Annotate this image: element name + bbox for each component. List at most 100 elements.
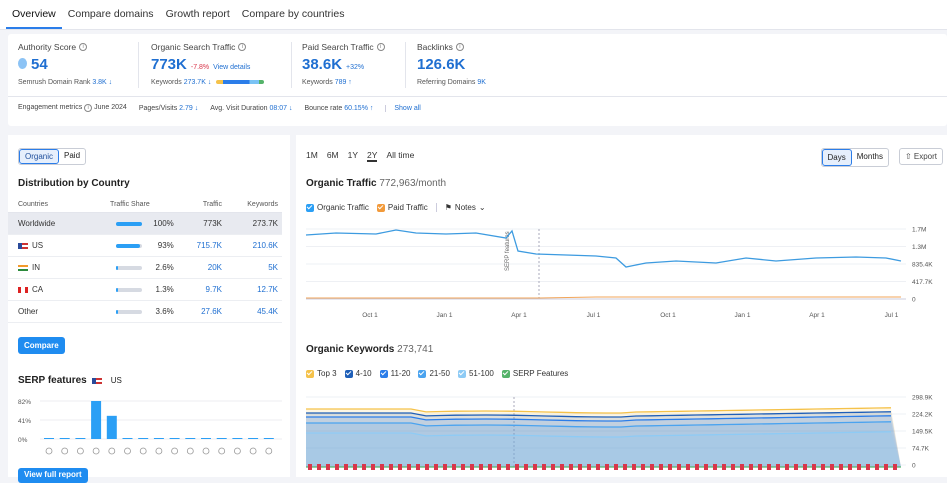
tab-compare-countries[interactable]: Compare by countries [241,8,345,20]
show-all-link[interactable]: Show all [385,104,421,112]
serp-feature-icon [202,447,210,455]
keywords-series-line [306,415,892,422]
view-full-report-button[interactable]: View full report [18,468,88,483]
toggle-organic[interactable]: Organic [19,149,60,164]
traffic-cell[interactable]: 715.7K [177,234,226,257]
serp-bar [91,401,102,439]
share-cell: 2.6% [82,256,178,279]
col-keywords[interactable]: Keywords [225,197,282,213]
domain-rank-value[interactable]: 3.8K ↓ [92,79,113,86]
serp-feature-marker [434,464,438,470]
y-tick: 0 [912,463,916,470]
bounce-rate-value: 60.15% ↑ [344,104,374,112]
divider [8,96,947,97]
backlinks-value[interactable]: 126.6K [417,56,466,73]
keywords-cell[interactable]: 210.6K [225,234,282,257]
serp-bar [185,438,196,439]
info-icon[interactable]: i [376,43,385,51]
serp-feature-marker [839,464,843,470]
serp-feature-marker [650,464,654,470]
notes-dropdown[interactable]: ⚑ Notes ⌄ [435,203,486,212]
checkbox-icon [457,369,466,378]
tab-compare-domains[interactable]: Compare domains [67,8,154,20]
table-row[interactable]: IN 2.6% 20K 5K [8,256,282,279]
serp-bar [263,438,274,439]
organic-traffic-value[interactable]: 773K [151,56,187,73]
paid-keywords-value[interactable]: 789 ↑ [334,79,352,86]
table-row[interactable]: CA 1.3% 9.7K 12.7K [8,278,282,301]
info-icon[interactable]: i [455,43,464,51]
col-traffic[interactable]: Traffic [177,197,226,213]
legend-serp-features[interactable]: SERP Features [501,369,568,378]
serp-y-tick: 82% [18,399,31,406]
time-range-6m[interactable]: 6M [326,150,339,160]
months-button[interactable]: Months [856,152,883,161]
export-button[interactable]: ⇧ Export [898,148,943,165]
serp-feature-marker [560,464,564,470]
info-icon[interactable]: i [238,43,247,51]
keywords-value[interactable]: 273.7K ↓ [183,79,212,86]
view-details-link[interactable]: View details [213,64,251,71]
traffic-cell[interactable]: 20K [177,256,226,279]
serp-feature-icon [108,447,116,455]
serp-bar [59,438,70,439]
compare-button[interactable]: Compare [18,337,65,354]
legend-top-3[interactable]: Top 3 [306,369,337,378]
serp-feature-marker [713,464,717,470]
table-row[interactable]: Other 3.6% 27.6K 45.4K [8,300,282,323]
legend-4-10[interactable]: 4-10 [344,369,372,378]
serp-feature-marker [308,464,312,470]
serp-feature-marker [668,464,672,470]
serp-feature-icon [265,447,273,455]
time-range-1m[interactable]: 1M [306,150,318,160]
keywords-cell[interactable]: 45.4K [225,300,282,323]
tab-growth-report[interactable]: Growth report [165,8,230,20]
paid-traffic-label: Paid Search Traffic [302,42,374,52]
legend-11-20[interactable]: 11-20 [379,369,410,378]
legend-51-100[interactable]: 51-100 [457,369,494,378]
legend-organic-traffic[interactable]: Organic Traffic [306,203,369,212]
organic-traffic-title: Organic Traffic [306,178,377,189]
table-row[interactable]: Worldwide 100% 773K 273.7K [8,212,282,235]
serp-bar [122,438,133,439]
serp-feature-marker [623,464,627,470]
country-cell[interactable]: US [8,234,83,257]
info-icon[interactable]: i [84,104,93,112]
country-cell[interactable]: CA [8,278,83,301]
serp-feature-marker [416,464,420,470]
time-range-1y[interactable]: 1Y [347,150,359,160]
paid-traffic-value[interactable]: 38.6K [302,56,343,73]
y-tick: 417.7K [912,279,933,286]
time-range-2y[interactable]: 2Y [367,150,378,162]
traffic-cell[interactable]: 9.7K [177,278,226,301]
authority-score-value[interactable]: 54 [31,56,48,73]
col-traffic-share[interactable]: Traffic Share [82,197,178,213]
legend-paid-traffic-label: Paid Traffic [387,203,428,212]
referring-domains-value[interactable]: 9K [477,79,486,86]
serp-feature-marker [425,464,429,470]
days-button[interactable]: Days [821,149,852,166]
serp-feature-marker [335,464,339,470]
serp-bar [248,438,259,439]
serp-features-chart: 82% 41% 0% [18,399,282,455]
organic-traffic-card: Organic Search Traffic i 773K -7.8% View de… [151,42,291,94]
serp-feature-marker [677,464,681,470]
table-row[interactable]: US 93% 715.7K 210.6K [8,234,282,257]
tab-overview[interactable]: Overview [6,8,62,29]
serp-feature-marker [740,464,744,470]
keywords-cell[interactable]: 5K [225,256,282,279]
toggle-paid[interactable]: Paid [64,151,81,160]
time-range-all-time[interactable]: All time [386,150,415,160]
country-cell[interactable]: IN [8,256,83,279]
country-cell[interactable]: Worldwide [8,212,83,235]
info-icon[interactable]: i [79,43,88,51]
country-cell[interactable]: Other [8,300,83,323]
traffic-cell[interactable]: 27.6K [177,300,226,323]
serp-feature-marker [830,464,834,470]
serp-bar [201,438,211,439]
col-countries[interactable]: Countries [8,197,83,213]
legend-paid-traffic[interactable]: Paid Traffic [376,203,428,212]
keywords-cell[interactable]: 12.7K [225,278,282,301]
serp-feature-marker [515,464,519,470]
legend-21-50[interactable]: 21-50 [418,369,450,378]
